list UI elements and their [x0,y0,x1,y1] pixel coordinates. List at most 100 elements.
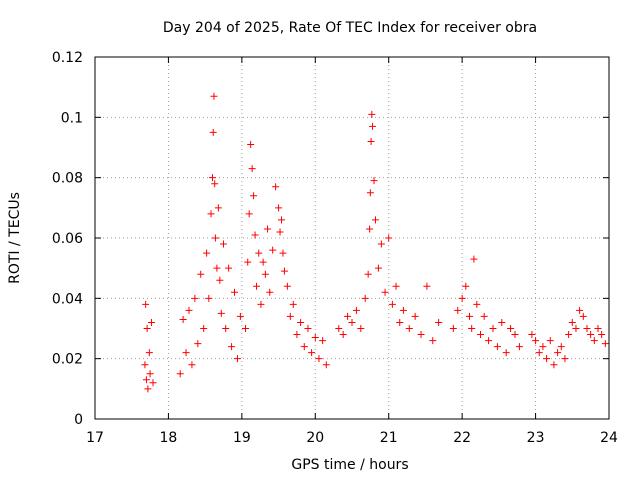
data-point [297,318,305,326]
data-point [176,370,184,378]
data-point [182,349,190,357]
data-point [348,318,356,326]
data-points [141,92,609,393]
data-point [304,325,312,332]
data-point [200,325,208,332]
data-point [315,355,323,363]
data-point [253,282,261,290]
data-point [364,270,372,278]
data-point [470,255,478,263]
data-point [225,264,233,272]
x-tick-label: 22 [453,430,471,446]
data-point [300,343,308,351]
data-point [601,340,609,348]
data-point [211,234,219,242]
data-point [539,343,547,351]
data-point [242,325,250,332]
data-point [205,294,213,302]
data-point [228,343,236,351]
x-tick-label: 20 [306,430,324,446]
data-point [388,300,396,308]
data-point [185,306,193,314]
data-point [264,225,272,233]
data-point [233,355,241,363]
data-point [145,349,153,357]
data-point [493,343,501,351]
data-point [498,318,506,326]
y-tick-label: 0.08 [52,171,83,187]
data-point [554,349,562,357]
data-point [396,318,404,326]
data-point [435,318,443,326]
data-point [236,312,244,320]
data-point [477,331,484,339]
data-point [405,325,413,332]
x-tick-label: 17 [86,430,104,446]
data-point [366,225,374,233]
data-point [142,300,150,308]
data-point [322,361,330,369]
y-tick-label: 0.04 [52,291,83,307]
data-point [587,331,595,339]
data-point [231,288,239,296]
data-point [429,337,437,345]
data-point [489,325,497,332]
data-point [507,325,515,332]
data-point [361,294,369,302]
data-point [550,361,558,369]
data-point [546,337,554,345]
data-point [528,331,536,339]
data-point [590,337,598,345]
data-point [179,315,187,323]
data-point [385,234,393,242]
data-point [319,337,327,345]
data-point [203,249,211,257]
data-point [269,246,277,254]
data-point [275,204,283,212]
data-point [280,267,288,275]
data-point [473,300,481,308]
data-point [598,331,606,339]
data-point [142,376,150,384]
data-point [272,183,280,191]
data-point [576,306,584,314]
data-point [255,249,263,257]
data-point [468,325,476,332]
x-tick-label: 24 [600,430,618,446]
data-point [502,349,510,357]
data-point [511,331,519,339]
data-point [211,180,219,188]
data-point [276,228,284,236]
data-point [462,282,470,290]
data-point [278,216,286,224]
y-tick-label: 0 [74,412,83,428]
data-point [399,306,407,314]
data-point [344,312,352,320]
data-point [572,325,580,332]
data-point [244,258,252,266]
y-tick-label: 0.02 [52,352,83,368]
data-point [257,300,265,308]
data-point [308,349,316,357]
data-point [207,210,215,218]
x-axis-label: GPS time / hours [291,457,408,473]
data-point [417,331,425,339]
data-point [449,325,457,332]
data-point [568,318,576,326]
data-point [266,288,274,296]
data-point [594,325,602,332]
x-tick-label: 23 [527,430,545,446]
data-point [411,312,419,320]
data-point [458,294,466,302]
data-point [485,337,493,345]
data-point [216,276,224,284]
data-point [220,240,227,248]
data-point [149,379,157,387]
data-point [279,249,287,257]
data-point [208,174,216,182]
data-point [339,331,347,339]
grid [95,57,609,419]
chart-title: Day 204 of 2025, Rate Of TEC Index for r… [163,20,537,36]
data-point [214,204,222,212]
